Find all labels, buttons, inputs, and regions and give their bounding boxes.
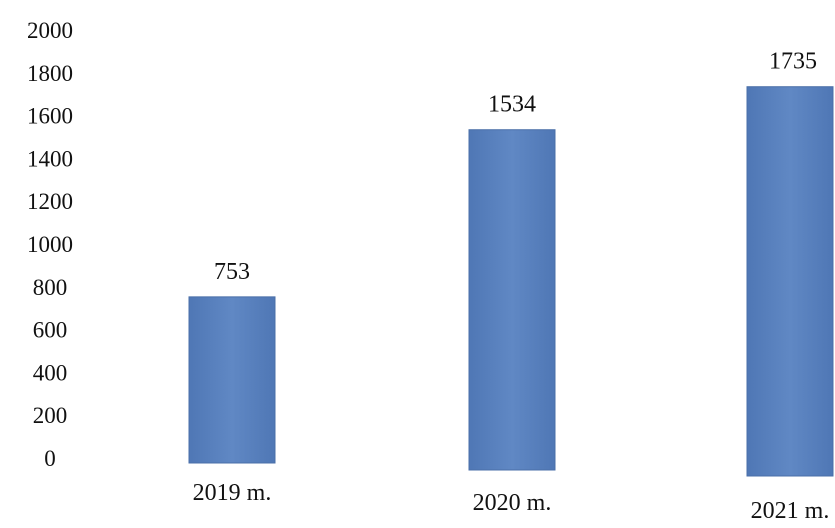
- x-tick-label: 2019 m.: [193, 480, 272, 506]
- y-tick-label: 1800: [27, 61, 73, 86]
- y-tick-label: 1400: [27, 146, 73, 171]
- bar: [746, 86, 834, 477]
- y-tick-label: 600: [33, 318, 68, 343]
- x-axis: 2019 m. 2020 m. 2021 m.: [193, 480, 830, 524]
- y-tick-label: 0: [44, 446, 56, 471]
- x-tick-label: 2021 m.: [751, 498, 830, 524]
- y-tick-label: 800: [33, 275, 68, 300]
- data-label: 1534: [488, 92, 536, 118]
- value-labels: 753 1534 1735: [214, 49, 817, 285]
- bars: [188, 86, 834, 477]
- x-tick-label: 2020 m.: [473, 490, 552, 516]
- y-tick-label: 1000: [27, 232, 73, 257]
- y-tick-label: 1200: [27, 189, 73, 214]
- y-tick-label: 200: [33, 403, 68, 428]
- bar: [188, 296, 276, 464]
- y-tick-label: 400: [33, 360, 68, 385]
- y-tick-label: 2000: [27, 18, 73, 43]
- data-label: 753: [214, 259, 250, 285]
- bar: [468, 129, 556, 471]
- y-tick-label: 1600: [27, 104, 73, 129]
- data-label: 1735: [769, 49, 817, 75]
